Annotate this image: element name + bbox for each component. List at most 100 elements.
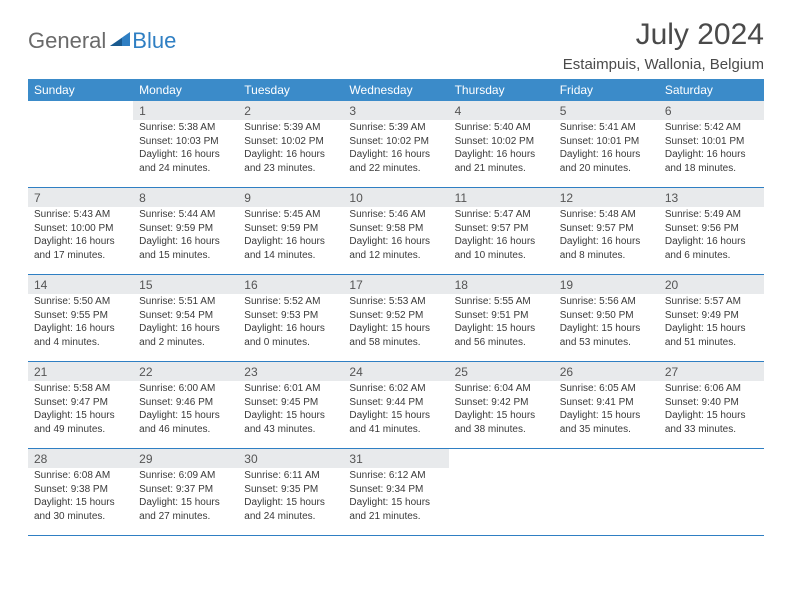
logo-triangle-icon — [110, 30, 130, 53]
calendar-cell: 12Sunrise: 5:48 AMSunset: 9:57 PMDayligh… — [554, 188, 659, 275]
calendar-cell — [659, 449, 764, 536]
day-number: 22 — [133, 362, 238, 381]
table-row: 21Sunrise: 5:58 AMSunset: 9:47 PMDayligh… — [28, 362, 764, 449]
calendar-cell: 29Sunrise: 6:09 AMSunset: 9:37 PMDayligh… — [133, 449, 238, 536]
calendar-cell: 15Sunrise: 5:51 AMSunset: 9:54 PMDayligh… — [133, 275, 238, 362]
day-details: Sunrise: 5:48 AMSunset: 9:57 PMDaylight:… — [554, 207, 659, 266]
calendar-cell: 4Sunrise: 5:40 AMSunset: 10:02 PMDayligh… — [449, 101, 554, 188]
weekday-header: Saturday — [659, 79, 764, 101]
day-number: 28 — [28, 449, 133, 468]
day-details: Sunrise: 5:39 AMSunset: 10:02 PMDaylight… — [238, 120, 343, 179]
day-details: Sunrise: 5:39 AMSunset: 10:02 PMDaylight… — [343, 120, 448, 179]
day-number: 4 — [449, 101, 554, 120]
logo-text-blue: Blue — [132, 28, 176, 54]
day-number: 7 — [28, 188, 133, 207]
day-number: 1 — [133, 101, 238, 120]
day-details: Sunrise: 5:44 AMSunset: 9:59 PMDaylight:… — [133, 207, 238, 266]
calendar-cell: 16Sunrise: 5:52 AMSunset: 9:53 PMDayligh… — [238, 275, 343, 362]
calendar-cell: 19Sunrise: 5:56 AMSunset: 9:50 PMDayligh… — [554, 275, 659, 362]
day-details: Sunrise: 6:04 AMSunset: 9:42 PMDaylight:… — [449, 381, 554, 440]
day-details: Sunrise: 5:38 AMSunset: 10:03 PMDaylight… — [133, 120, 238, 179]
day-number: 16 — [238, 275, 343, 294]
calendar-cell: 27Sunrise: 6:06 AMSunset: 9:40 PMDayligh… — [659, 362, 764, 449]
day-details: Sunrise: 5:40 AMSunset: 10:02 PMDaylight… — [449, 120, 554, 179]
day-number: 30 — [238, 449, 343, 468]
day-number: 19 — [554, 275, 659, 294]
day-details: Sunrise: 5:52 AMSunset: 9:53 PMDaylight:… — [238, 294, 343, 353]
day-details: Sunrise: 6:12 AMSunset: 9:34 PMDaylight:… — [343, 468, 448, 527]
day-number: 17 — [343, 275, 448, 294]
day-number: 6 — [659, 101, 764, 120]
day-details: Sunrise: 5:57 AMSunset: 9:49 PMDaylight:… — [659, 294, 764, 353]
logo: General Blue — [28, 28, 176, 54]
calendar-cell: 13Sunrise: 5:49 AMSunset: 9:56 PMDayligh… — [659, 188, 764, 275]
calendar-cell — [449, 449, 554, 536]
day-number: 5 — [554, 101, 659, 120]
calendar-body: 1Sunrise: 5:38 AMSunset: 10:03 PMDayligh… — [28, 101, 764, 536]
calendar-table: SundayMondayTuesdayWednesdayThursdayFrid… — [28, 79, 764, 536]
calendar-cell: 11Sunrise: 5:47 AMSunset: 9:57 PMDayligh… — [449, 188, 554, 275]
calendar-cell: 20Sunrise: 5:57 AMSunset: 9:49 PMDayligh… — [659, 275, 764, 362]
calendar-cell: 7Sunrise: 5:43 AMSunset: 10:00 PMDayligh… — [28, 188, 133, 275]
table-row: 7Sunrise: 5:43 AMSunset: 10:00 PMDayligh… — [28, 188, 764, 275]
day-details: Sunrise: 6:08 AMSunset: 9:38 PMDaylight:… — [28, 468, 133, 527]
day-number: 29 — [133, 449, 238, 468]
day-details: Sunrise: 5:50 AMSunset: 9:55 PMDaylight:… — [28, 294, 133, 353]
calendar-cell: 18Sunrise: 5:55 AMSunset: 9:51 PMDayligh… — [449, 275, 554, 362]
calendar-cell: 6Sunrise: 5:42 AMSunset: 10:01 PMDayligh… — [659, 101, 764, 188]
weekday-header: Monday — [133, 79, 238, 101]
table-row: 1Sunrise: 5:38 AMSunset: 10:03 PMDayligh… — [28, 101, 764, 188]
weekday-header: Sunday — [28, 79, 133, 101]
calendar-cell: 26Sunrise: 6:05 AMSunset: 9:41 PMDayligh… — [554, 362, 659, 449]
weekday-header: Tuesday — [238, 79, 343, 101]
location: Estaimpuis, Wallonia, Belgium — [563, 56, 764, 73]
day-number: 27 — [659, 362, 764, 381]
calendar-cell: 17Sunrise: 5:53 AMSunset: 9:52 PMDayligh… — [343, 275, 448, 362]
calendar-cell: 2Sunrise: 5:39 AMSunset: 10:02 PMDayligh… — [238, 101, 343, 188]
day-number: 10 — [343, 188, 448, 207]
calendar-cell: 31Sunrise: 6:12 AMSunset: 9:34 PMDayligh… — [343, 449, 448, 536]
day-number: 14 — [28, 275, 133, 294]
logo-text-general: General — [28, 28, 106, 54]
day-details: Sunrise: 5:47 AMSunset: 9:57 PMDaylight:… — [449, 207, 554, 266]
calendar-cell: 24Sunrise: 6:02 AMSunset: 9:44 PMDayligh… — [343, 362, 448, 449]
day-number: 3 — [343, 101, 448, 120]
day-details: Sunrise: 6:02 AMSunset: 9:44 PMDaylight:… — [343, 381, 448, 440]
day-number: 13 — [659, 188, 764, 207]
day-details: Sunrise: 6:00 AMSunset: 9:46 PMDaylight:… — [133, 381, 238, 440]
calendar-cell — [554, 449, 659, 536]
day-number: 25 — [449, 362, 554, 381]
day-number: 2 — [238, 101, 343, 120]
weekday-header: Wednesday — [343, 79, 448, 101]
calendar-cell: 21Sunrise: 5:58 AMSunset: 9:47 PMDayligh… — [28, 362, 133, 449]
day-details: Sunrise: 5:55 AMSunset: 9:51 PMDaylight:… — [449, 294, 554, 353]
day-details: Sunrise: 6:06 AMSunset: 9:40 PMDaylight:… — [659, 381, 764, 440]
day-details: Sunrise: 5:42 AMSunset: 10:01 PMDaylight… — [659, 120, 764, 179]
day-details: Sunrise: 5:45 AMSunset: 9:59 PMDaylight:… — [238, 207, 343, 266]
table-row: 28Sunrise: 6:08 AMSunset: 9:38 PMDayligh… — [28, 449, 764, 536]
day-number: 23 — [238, 362, 343, 381]
day-number: 11 — [449, 188, 554, 207]
day-number: 21 — [28, 362, 133, 381]
calendar-cell: 8Sunrise: 5:44 AMSunset: 9:59 PMDaylight… — [133, 188, 238, 275]
calendar-cell — [28, 101, 133, 188]
calendar-cell: 23Sunrise: 6:01 AMSunset: 9:45 PMDayligh… — [238, 362, 343, 449]
day-number: 9 — [238, 188, 343, 207]
day-number: 15 — [133, 275, 238, 294]
calendar-cell: 28Sunrise: 6:08 AMSunset: 9:38 PMDayligh… — [28, 449, 133, 536]
day-details: Sunrise: 5:53 AMSunset: 9:52 PMDaylight:… — [343, 294, 448, 353]
day-number: 26 — [554, 362, 659, 381]
title-block: July 2024 Estaimpuis, Wallonia, Belgium — [563, 18, 764, 73]
weekday-header-row: SundayMondayTuesdayWednesdayThursdayFrid… — [28, 79, 764, 101]
day-number: 12 — [554, 188, 659, 207]
calendar-cell: 14Sunrise: 5:50 AMSunset: 9:55 PMDayligh… — [28, 275, 133, 362]
day-details: Sunrise: 5:41 AMSunset: 10:01 PMDaylight… — [554, 120, 659, 179]
calendar-cell: 9Sunrise: 5:45 AMSunset: 9:59 PMDaylight… — [238, 188, 343, 275]
table-row: 14Sunrise: 5:50 AMSunset: 9:55 PMDayligh… — [28, 275, 764, 362]
day-details: Sunrise: 5:43 AMSunset: 10:00 PMDaylight… — [28, 207, 133, 266]
calendar-cell: 1Sunrise: 5:38 AMSunset: 10:03 PMDayligh… — [133, 101, 238, 188]
calendar-cell: 22Sunrise: 6:00 AMSunset: 9:46 PMDayligh… — [133, 362, 238, 449]
calendar-cell: 5Sunrise: 5:41 AMSunset: 10:01 PMDayligh… — [554, 101, 659, 188]
calendar-cell: 25Sunrise: 6:04 AMSunset: 9:42 PMDayligh… — [449, 362, 554, 449]
day-details: Sunrise: 5:49 AMSunset: 9:56 PMDaylight:… — [659, 207, 764, 266]
